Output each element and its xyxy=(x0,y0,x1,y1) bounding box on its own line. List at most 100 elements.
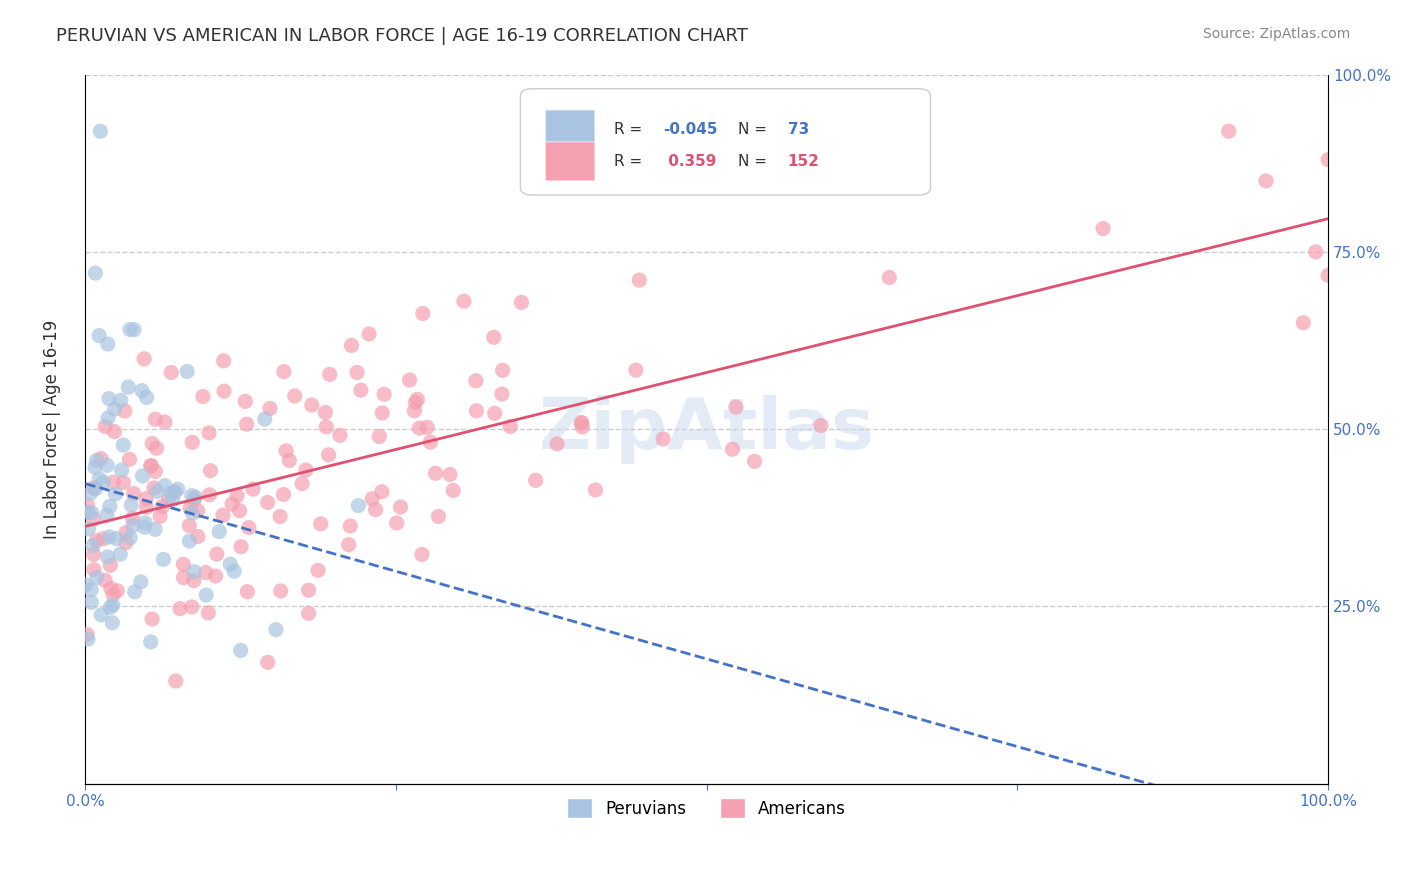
Point xyxy=(197,606,219,620)
Point xyxy=(259,401,281,416)
Point xyxy=(624,363,647,377)
Point xyxy=(76,627,98,641)
Point xyxy=(121,511,143,525)
Point xyxy=(212,384,235,399)
Point xyxy=(83,563,105,577)
Point xyxy=(146,484,169,499)
Point xyxy=(97,549,120,564)
Point xyxy=(721,442,744,457)
Point xyxy=(427,509,450,524)
Point xyxy=(1317,153,1340,167)
Point xyxy=(307,563,329,577)
Point xyxy=(112,475,135,490)
Point xyxy=(405,395,427,409)
Legend: Peruvians, Americans: Peruvians, Americans xyxy=(561,791,853,825)
Point xyxy=(89,124,111,138)
Point xyxy=(1305,244,1327,259)
Point xyxy=(179,518,201,533)
Point xyxy=(75,578,97,592)
Point xyxy=(398,373,420,387)
Point xyxy=(337,538,360,552)
Point xyxy=(183,574,205,588)
Point xyxy=(256,495,278,509)
Point xyxy=(810,418,832,433)
Point xyxy=(97,392,120,406)
Point xyxy=(482,330,505,344)
Point xyxy=(149,509,172,524)
FancyBboxPatch shape xyxy=(520,88,931,195)
Point xyxy=(100,582,122,596)
Point xyxy=(94,574,117,588)
Text: 152: 152 xyxy=(787,154,820,169)
Point xyxy=(274,443,297,458)
Point xyxy=(229,540,252,554)
Point xyxy=(117,380,139,394)
Point xyxy=(411,548,433,562)
Point xyxy=(160,486,183,500)
Point xyxy=(219,557,242,571)
Point xyxy=(163,484,186,499)
Point xyxy=(408,421,430,435)
Point xyxy=(101,598,124,612)
Point xyxy=(464,374,486,388)
Text: -0.045: -0.045 xyxy=(664,121,718,136)
Point xyxy=(204,569,226,583)
Point xyxy=(419,435,441,450)
Point xyxy=(96,458,118,473)
Text: Source: ZipAtlas.com: Source: ZipAtlas.com xyxy=(1202,27,1350,41)
Point xyxy=(101,588,124,602)
Point xyxy=(131,384,153,398)
Point xyxy=(364,502,387,516)
Point xyxy=(153,478,176,492)
Point xyxy=(273,487,295,501)
Point xyxy=(134,516,156,530)
Point xyxy=(98,500,121,514)
Point xyxy=(571,416,593,430)
Point xyxy=(86,570,108,584)
Point xyxy=(242,482,264,496)
Point xyxy=(724,400,747,414)
Point xyxy=(1254,174,1277,188)
Point xyxy=(264,623,287,637)
Point xyxy=(404,403,426,417)
Point xyxy=(314,405,336,419)
Point xyxy=(569,416,592,430)
Point xyxy=(385,516,408,530)
Point xyxy=(90,451,112,466)
Point xyxy=(112,438,135,452)
Point xyxy=(145,442,167,456)
Y-axis label: In Labor Force | Age 16-19: In Labor Force | Age 16-19 xyxy=(44,319,60,539)
Point xyxy=(416,420,439,434)
Point xyxy=(89,472,111,486)
Point xyxy=(122,323,145,337)
Point xyxy=(291,476,314,491)
Point xyxy=(389,500,412,514)
Point xyxy=(212,354,235,368)
Point xyxy=(165,673,187,688)
Point xyxy=(160,366,183,380)
Point xyxy=(184,490,207,504)
Point xyxy=(180,489,202,503)
Point xyxy=(198,488,221,502)
Point xyxy=(118,322,141,336)
Point xyxy=(744,454,766,468)
Point xyxy=(309,516,332,531)
Point xyxy=(80,595,103,609)
Point xyxy=(163,485,186,500)
Point xyxy=(301,398,323,412)
Point xyxy=(143,522,166,536)
Point xyxy=(153,415,176,429)
Point xyxy=(205,547,228,561)
Point xyxy=(195,588,218,602)
Point xyxy=(180,599,202,614)
Point xyxy=(145,412,167,426)
Point xyxy=(194,566,217,580)
Point xyxy=(86,533,108,548)
Point xyxy=(80,506,103,520)
Point xyxy=(318,448,340,462)
Point xyxy=(131,469,153,483)
FancyBboxPatch shape xyxy=(546,110,595,149)
Point xyxy=(93,475,115,490)
Point xyxy=(139,458,162,473)
Point xyxy=(439,467,461,482)
